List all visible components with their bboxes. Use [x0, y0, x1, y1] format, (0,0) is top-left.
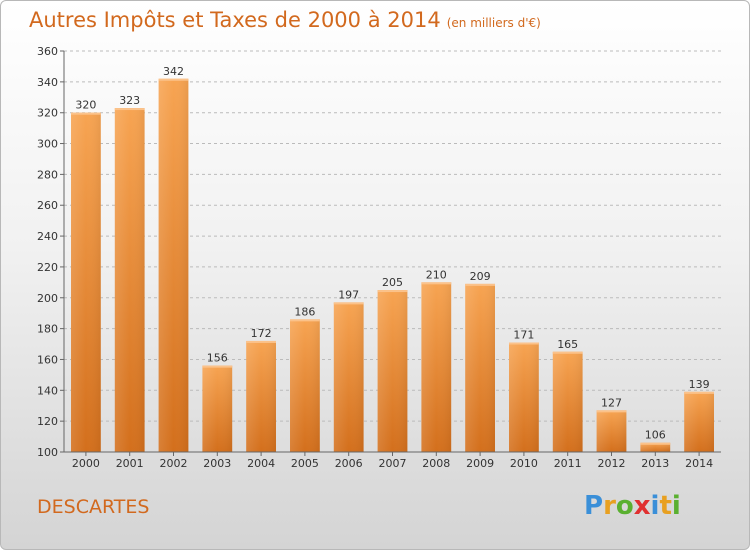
- bar-shade: [509, 342, 539, 452]
- bar-shade: [114, 108, 145, 453]
- bar-shade: [333, 302, 364, 452]
- logo-letter: t: [659, 491, 672, 521]
- bar-shade: [465, 283, 495, 452]
- y-tick-label: 340: [37, 76, 58, 89]
- x-tick-label: 2003: [203, 457, 231, 470]
- bar-top-highlight: [114, 108, 145, 111]
- x-tick-label: 2004: [247, 457, 275, 470]
- y-tick-label: 260: [37, 199, 58, 212]
- bar-top-highlight: [465, 283, 495, 286]
- logo-letter: P: [584, 491, 604, 521]
- data-label: 171: [513, 328, 534, 341]
- bar-top-highlight: [509, 342, 539, 345]
- y-tick-label: 220: [37, 261, 58, 274]
- x-tick-label: 2014: [685, 457, 713, 470]
- commune-name: DESCARTES: [37, 496, 150, 518]
- x-tick-label: 2005: [291, 457, 319, 470]
- chart-title-block: Autres Impôts et Taxes de 2000 à 2014 (en…: [29, 8, 541, 32]
- x-tick-label: 2008: [422, 457, 450, 470]
- logo-letter: i: [671, 491, 681, 521]
- y-tick-label: 200: [37, 292, 58, 305]
- y-tick-label: 100: [37, 446, 58, 459]
- bar-shade: [158, 78, 189, 452]
- bar-shade: [71, 112, 101, 452]
- data-label: 197: [338, 288, 359, 301]
- x-tick-label: 2010: [510, 457, 538, 470]
- bar-top-highlight: [290, 319, 320, 322]
- data-label: 165: [557, 338, 578, 351]
- y-tick-label: 140: [37, 384, 58, 397]
- data-label: 323: [119, 94, 140, 107]
- labels-layer: 320 323 342 156 172 186 197 205 210 209 171 165 127 1…: [75, 65, 709, 442]
- bar-top-highlight: [246, 340, 276, 343]
- data-label: 156: [207, 352, 228, 365]
- y-tick-label: 320: [37, 107, 58, 120]
- bar-top-highlight: [71, 112, 101, 115]
- bar-top-highlight: [377, 290, 408, 293]
- bar-top-highlight: [333, 302, 364, 305]
- y-tick-label: 300: [37, 138, 58, 151]
- x-tick-label: 2002: [160, 457, 188, 470]
- logo-letter: i: [650, 491, 660, 521]
- bar-shade: [290, 319, 320, 452]
- y-tick-label: 180: [37, 323, 58, 336]
- chart-title: Autres Impôts et Taxes de 2000 à 2014: [29, 8, 441, 32]
- bar-shade: [552, 351, 583, 452]
- x-tick-label: 2000: [72, 457, 100, 470]
- data-label: 186: [294, 305, 315, 318]
- bar-top-highlight: [202, 365, 233, 368]
- logo-letter: r: [603, 491, 616, 521]
- bar-top-highlight: [640, 442, 671, 445]
- bar-shade: [377, 290, 408, 452]
- x-tick-label: 2007: [379, 457, 407, 470]
- data-label: 320: [75, 99, 96, 112]
- bar-top-highlight: [421, 282, 452, 285]
- data-label: 127: [601, 396, 622, 409]
- bar-top-highlight: [552, 351, 583, 354]
- y-tick-label: 120: [37, 415, 58, 428]
- data-label: 172: [251, 327, 272, 340]
- data-label: 139: [689, 378, 710, 391]
- bar-top-highlight: [596, 410, 627, 413]
- data-label: 342: [163, 65, 184, 78]
- data-label: 106: [645, 429, 666, 442]
- y-tick-label: 240: [37, 230, 58, 243]
- y-tick-label: 360: [37, 45, 58, 58]
- bar-shade: [684, 391, 714, 452]
- data-label: 209: [470, 270, 491, 283]
- bar-top-highlight: [158, 78, 189, 81]
- x-tick-label: 2001: [116, 457, 144, 470]
- bar-shade: [640, 442, 671, 452]
- x-tick-label: 2013: [641, 457, 669, 470]
- bar-top-highlight: [684, 391, 714, 394]
- x-tick-label: 2006: [335, 457, 363, 470]
- x-tick-label: 2009: [466, 457, 494, 470]
- axis-layer: 100 120 140 160 180 200 220 240 260 280 300 320 340 3…: [37, 45, 721, 470]
- y-tick-label: 160: [37, 353, 58, 366]
- data-label: 205: [382, 276, 403, 289]
- chart-subtitle: (en milliers d'€): [446, 16, 541, 30]
- x-tick-label: 2011: [554, 457, 582, 470]
- bar-shade: [421, 282, 452, 452]
- logo-letter: o: [615, 491, 634, 521]
- bar-shade: [202, 365, 233, 452]
- bars-layer: [71, 78, 714, 453]
- x-tick-label: 2012: [598, 457, 626, 470]
- proxiti-logo: Proxiti: [584, 491, 681, 521]
- y-tick-label: 280: [37, 168, 58, 181]
- bar-shade: [246, 340, 276, 452]
- data-label: 210: [426, 268, 447, 281]
- bar-shade: [596, 410, 627, 452]
- logo-letter: x: [633, 491, 651, 521]
